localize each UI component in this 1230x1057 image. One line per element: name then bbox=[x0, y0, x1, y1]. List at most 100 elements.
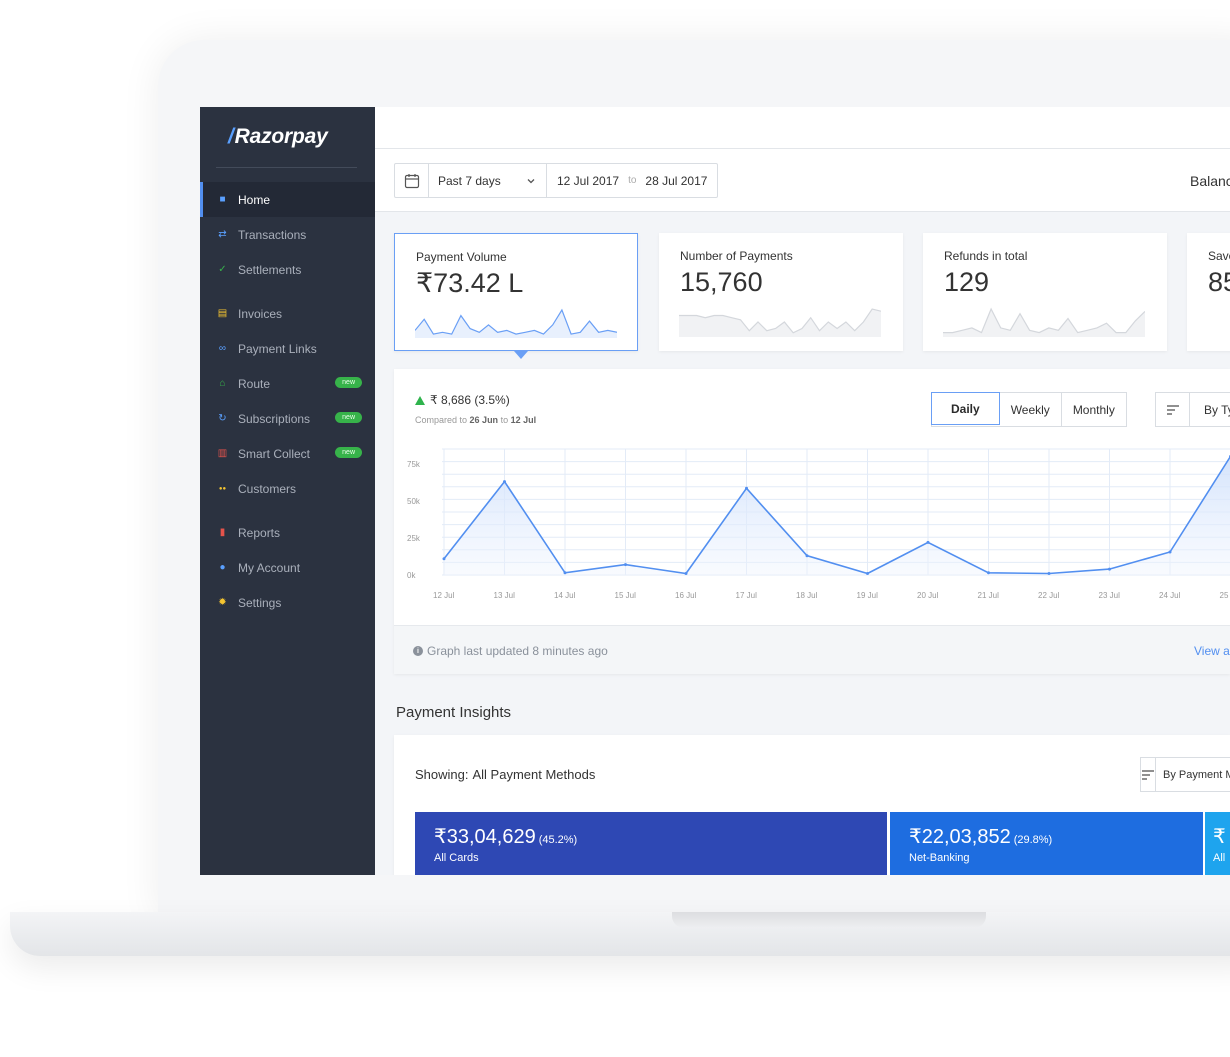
to-date: 28 Jul 2017 bbox=[645, 173, 708, 188]
sidebar-nav: ■ Home ⇄ Transactions ✓ Settlements ▤ Invoices ∞… bbox=[200, 182, 375, 620]
data-point[interactable] bbox=[805, 554, 809, 558]
sidebar-item-label: Settlements bbox=[238, 262, 302, 277]
period-toggle: Daily Weekly Monthly bbox=[931, 392, 1127, 427]
data-point[interactable] bbox=[987, 571, 990, 575]
showing-filter: Showing: All Payment Methods bbox=[415, 767, 595, 782]
sparkline bbox=[679, 308, 881, 337]
filter-bar: Past 7 days 12 Jul 2017 to 28 Jul 2017 B… bbox=[375, 149, 1230, 212]
metric-label: Number of Payments bbox=[680, 249, 793, 263]
sidebar-item-settings[interactable]: ✹ Settings bbox=[200, 585, 375, 620]
data-point[interactable] bbox=[1047, 572, 1051, 576]
period-monthly-button[interactable]: Monthly bbox=[1072, 402, 1115, 417]
delta-value: ₹ 8,686 bbox=[430, 393, 471, 407]
payment-volume-chart[interactable]: 0k 25k 50k 75k 12 Jul 13 Jul 14 Jul 15 Jul 16 Ju… bbox=[394, 439, 1230, 619]
metric-value: 15,760 bbox=[680, 267, 763, 297]
new-badge: new bbox=[335, 447, 362, 458]
sidebar-item-my-account[interactable]: ● My Account bbox=[200, 550, 375, 585]
view-all-link[interactable]: View all bbox=[1194, 644, 1230, 658]
data-point[interactable] bbox=[866, 572, 869, 576]
payment-method-tile[interactable]: ₹22,03,852 (29.8%) Net-Banking bbox=[890, 812, 1203, 875]
laptop-base bbox=[10, 912, 1230, 956]
method-name: All Cards bbox=[434, 852, 479, 864]
data-point[interactable] bbox=[1108, 567, 1111, 571]
calendar-icon[interactable] bbox=[395, 164, 429, 197]
sidebar-item-invoices[interactable]: ▤ Invoices bbox=[200, 296, 375, 331]
sparkline bbox=[943, 307, 1145, 337]
x-tick-label: 21 Jul bbox=[978, 591, 1000, 600]
data-point[interactable] bbox=[1168, 550, 1172, 554]
method-name: All bbox=[1213, 852, 1226, 864]
data-point[interactable] bbox=[926, 540, 930, 544]
date-range-picker[interactable]: Past 7 days 12 Jul 2017 to 28 Jul 2017 bbox=[394, 163, 719, 198]
x-tick-label: 16 Jul bbox=[675, 591, 697, 600]
sidebar-item-payment-links[interactable]: ∞ Payment Links bbox=[200, 331, 375, 366]
sidebar-item-home[interactable]: ■ Home bbox=[200, 182, 375, 217]
x-tick-label: 23 Jul bbox=[1099, 591, 1121, 600]
insights-panel: Showing: All Payment Methods By Payment M… bbox=[394, 735, 1230, 875]
metric-card-saved-cards[interactable]: Saved Cards 85 bbox=[1187, 233, 1230, 351]
up-arrow-icon bbox=[415, 395, 425, 405]
sparkline-area bbox=[679, 309, 881, 337]
sidebar-item-transactions[interactable]: ⇄ Transactions bbox=[200, 217, 375, 252]
reports-icon: ▮ bbox=[219, 526, 226, 538]
metric-card-number-of-payments[interactable]: Number of Payments 15,760 bbox=[659, 233, 903, 351]
metric-card-payment-volume[interactable]: Payment Volume ₹73.42 L bbox=[394, 233, 638, 351]
sidebar-item-reports[interactable]: ▮ Reports bbox=[200, 515, 375, 550]
subscriptions-icon: ↻ bbox=[218, 412, 227, 424]
payment-method-tile[interactable]: ₹33,04,629 (45.2%) All Cards bbox=[415, 812, 887, 875]
sidebar-item-label: Customers bbox=[238, 481, 297, 496]
sparkline-line bbox=[679, 308, 881, 334]
sidebar-item-route[interactable]: ⌂ Route new bbox=[200, 366, 375, 401]
logo-divider bbox=[216, 167, 357, 168]
metric-card-refunds-in-total[interactable]: Refunds in total 129 bbox=[923, 233, 1167, 351]
x-tick-label: 15 Jul bbox=[615, 591, 637, 600]
period-weekly-button[interactable]: Weekly bbox=[1000, 393, 1062, 426]
bank-icon: ▥ bbox=[217, 447, 228, 459]
sidebar-item-customers[interactable]: ●● Customers bbox=[200, 471, 375, 506]
logo-text: Razorpay bbox=[234, 125, 328, 148]
sidebar-item-label: Home bbox=[238, 192, 271, 207]
compare-to-word: to bbox=[500, 415, 509, 425]
date-range-text[interactable]: 12 Jul 2017 to 28 Jul 2017 bbox=[547, 164, 717, 197]
chevron-down-icon bbox=[527, 178, 535, 183]
x-tick-label: 18 Jul bbox=[796, 591, 818, 600]
chart-footer: i Graph last updated 8 minutes ago View a… bbox=[394, 625, 1230, 674]
sparkline-line bbox=[943, 307, 1145, 334]
logo-mark: / bbox=[228, 125, 234, 148]
selected-card-pointer bbox=[514, 351, 528, 359]
range-select[interactable]: Past 7 days bbox=[429, 164, 547, 197]
series-line bbox=[443, 455, 1230, 575]
top-bar bbox=[375, 107, 1230, 149]
x-tick-label: 17 Jul bbox=[736, 591, 758, 600]
group-by-select[interactable]: By Type bbox=[1155, 392, 1230, 427]
sparkline-area bbox=[415, 310, 617, 338]
payment-method-tile[interactable]: ₹ All bbox=[1205, 812, 1230, 875]
sparkline-line bbox=[415, 308, 617, 335]
insights-title: Payment Insights bbox=[396, 704, 512, 721]
sidebar-item-smart-collect[interactable]: ▥ Smart Collect new bbox=[200, 436, 375, 471]
sidebar-item-label: Smart Collect bbox=[238, 446, 311, 461]
data-point[interactable] bbox=[624, 563, 627, 567]
delta-summary: ₹ 8,686 (3.5%) bbox=[415, 393, 510, 407]
method-amount: ₹22,03,852 bbox=[909, 826, 1011, 848]
metric-label: Refunds in total bbox=[944, 249, 1028, 263]
period-daily-button[interactable]: Daily bbox=[931, 392, 1000, 425]
metric-value: ₹73.42 L bbox=[416, 268, 524, 298]
data-point[interactable] bbox=[563, 571, 567, 575]
data-point[interactable] bbox=[442, 557, 446, 561]
balance-label: Balance bbox=[1190, 173, 1230, 189]
method-share: (29.8%) bbox=[1013, 834, 1053, 846]
x-tick-label: 14 Jul bbox=[554, 591, 576, 600]
sidebar-item-subscriptions[interactable]: ↻ Subscriptions new bbox=[200, 401, 375, 436]
data-point[interactable] bbox=[503, 480, 506, 484]
method-share: (45.2%) bbox=[538, 834, 578, 846]
data-point[interactable] bbox=[684, 572, 688, 576]
sidebar-item-label: Transactions bbox=[238, 227, 307, 242]
sidebar: /Razorpay ■ Home ⇄ Transactions ✓ Settlements… bbox=[200, 107, 375, 875]
x-tick-label: 25 Jul bbox=[1220, 591, 1230, 600]
data-point[interactable] bbox=[745, 486, 748, 490]
method-group-select[interactable]: By Payment Method bbox=[1140, 757, 1230, 792]
razorpay-logo[interactable]: /Razorpay bbox=[228, 125, 328, 149]
sidebar-item-settlements[interactable]: ✓ Settlements bbox=[200, 252, 375, 287]
method-amount: ₹33,04,629 bbox=[434, 826, 536, 848]
